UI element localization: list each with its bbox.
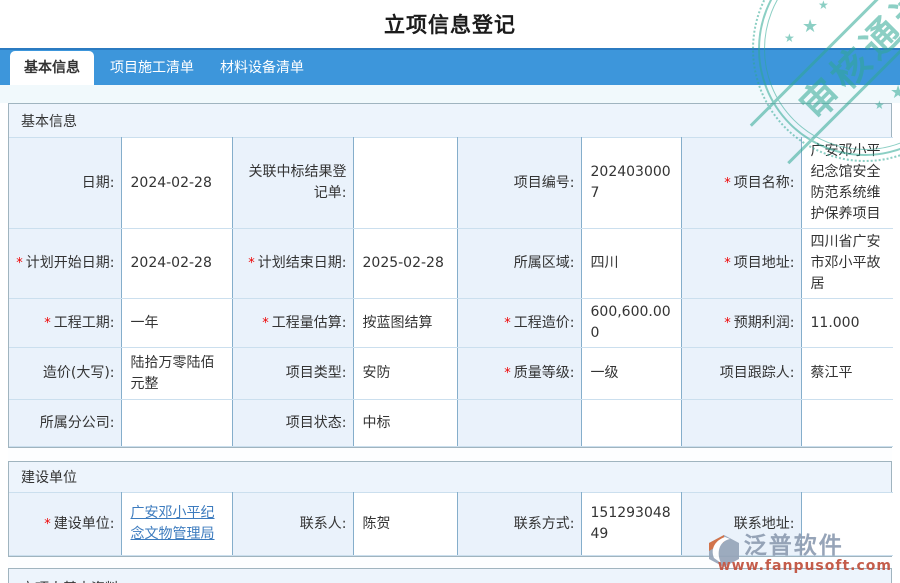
value-empty-1 (580, 399, 682, 447)
value-contact-person: 陈贺 (352, 492, 458, 556)
vendor-name: 泛普软件 (743, 533, 844, 559)
label-project-duration: * 工程工期: (9, 298, 122, 348)
label-date: 日期: (9, 137, 122, 229)
required-asterisk: * (44, 516, 51, 532)
value-project-status: 中标 (352, 399, 458, 447)
table-row: * 建设单位: 广安邓小平纪念文物管理局 联系人: 陈贺 联系方式: 151293… (9, 492, 893, 556)
required-asterisk: * (504, 315, 511, 331)
label-project-name: * 项目名称: (680, 137, 802, 229)
value-plan-end-date: 2025-02-28 (352, 228, 458, 299)
required-asterisk: * (44, 315, 51, 331)
value-project-number: 2024030007 (580, 137, 682, 229)
vendor-website[interactable]: www.fanpusoft.com (717, 558, 892, 574)
value-expected-profit: 11.000 (800, 298, 893, 348)
label-plan-end-date: * 计划结束日期: (231, 228, 354, 299)
section-basic-header: 基本信息 (9, 104, 891, 137)
label-project-type: 项目类型: (231, 347, 354, 400)
tab-basic-info[interactable]: 基本信息 (10, 51, 94, 85)
tab-bar: 基本信息 项目施工清单 材料设备清单 (0, 48, 900, 85)
label-branch-company: 所属分公司: (9, 399, 122, 447)
required-asterisk: * (724, 175, 731, 191)
required-asterisk: * (724, 256, 731, 271)
content-strip (0, 85, 900, 103)
value-project-cost: 600,600.000 (580, 298, 682, 348)
label-construction-unit: * 建设单位: (9, 492, 122, 556)
section-applicant-info: 立项人基本资料 (8, 568, 892, 583)
table-row: 所属分公司: 项目状态: 中标 (9, 399, 893, 447)
title-bar: 立项信息登记 (0, 0, 900, 48)
label-empty-1 (456, 399, 582, 447)
tab-construction-list[interactable]: 项目施工清单 (110, 60, 194, 76)
label-region: 所属区域: (456, 228, 582, 299)
section-applicant-header: 立项人基本资料 (9, 569, 891, 583)
page-title: 立项信息登记 (384, 13, 516, 37)
construction-unit-table: * 建设单位: 广安邓小平纪念文物管理局 联系人: 陈贺 联系方式: 151293… (9, 492, 893, 556)
table-row: 日期: 2024-02-28 关联中标结果登记单: 项目编号: 20240300… (9, 137, 893, 229)
value-project-duration: 一年 (120, 298, 233, 348)
value-project-type: 安防 (352, 347, 458, 400)
label-project-address: * 项目地址: (680, 228, 802, 299)
value-region: 四川 (580, 228, 682, 299)
section-unit-header: 建设单位 (9, 462, 891, 492)
label-project-tracker: 项目跟踪人: (680, 347, 802, 400)
label-empty-2 (680, 399, 802, 447)
value-related-bid-record (352, 137, 458, 229)
basic-info-table: 日期: 2024-02-28 关联中标结果登记单: 项目编号: 20240300… (9, 137, 893, 447)
label-project-number: 项目编号: (456, 137, 582, 229)
required-asterisk: * (262, 315, 269, 331)
label-contact-phone: 联系方式: (456, 492, 582, 556)
label-expected-profit: * 预期利润: (680, 298, 802, 348)
label-plan-start-date: * 计划开始日期: (9, 228, 122, 299)
vendor-logo: 泛普软件 www.fanpusoft.com (706, 534, 892, 574)
label-project-cost: * 工程造价: (456, 298, 582, 348)
value-plan-start-date: 2024-02-28 (120, 228, 233, 299)
fanpu-logo-icon (706, 534, 742, 572)
value-quantity-estimate: 按蓝图结算 (352, 298, 458, 348)
section-basic-info: 基本信息 日期: 2024-02-28 关联中标结果登记单: 项目编号: 202… (8, 103, 893, 448)
required-asterisk: * (504, 366, 511, 381)
content-area: 基本信息 日期: 2024-02-28 关联中标结果登记单: 项目编号: 202… (0, 85, 900, 583)
value-project-tracker: 蔡江平 (800, 347, 893, 400)
label-related-bid-record: 关联中标结果登记单: (231, 137, 354, 229)
value-construction-unit: 广安邓小平纪念文物管理局 (120, 492, 233, 556)
table-row: 造价(大写): 陆拾万零陆佰元整 项目类型: 安防 * 质量等级: 一级 项目跟踪… (9, 347, 893, 400)
required-asterisk: * (248, 256, 255, 271)
label-quality-grade: * 质量等级: (456, 347, 582, 400)
value-contact-phone: 15129304849 (580, 492, 682, 556)
value-branch-company (120, 399, 233, 447)
value-empty-2 (800, 399, 893, 447)
value-date: 2024-02-28 (120, 137, 233, 229)
value-contact-address (800, 492, 893, 556)
required-asterisk: * (724, 315, 731, 331)
label-quantity-estimate: * 工程量估算: (231, 298, 354, 348)
section-gap (8, 448, 892, 461)
value-quality-grade: 一级 (580, 347, 682, 400)
construction-unit-link[interactable]: 广安邓小平纪念文物管理局 (130, 505, 215, 542)
table-row: * 计划开始日期: 2024-02-28 * 计划结束日期: 2025-02-28 … (9, 228, 893, 299)
value-project-address: 四川省广安市邓小平故居 (800, 228, 893, 299)
section-gap (8, 557, 892, 568)
section-construction-unit: 建设单位 * 建设单位: 广安邓小平纪念文物管理局 联系人: 陈贺 联系方式: 1… (8, 461, 893, 557)
value-project-name: 广安邓小平纪念馆安全防范系统维护保养项目 (800, 137, 893, 229)
required-asterisk: * (16, 256, 23, 271)
value-cost-in-words: 陆拾万零陆佰元整 (120, 347, 233, 400)
label-contact-address: 联系地址: (680, 492, 802, 556)
table-row: * 工程工期: 一年 * 工程量估算: 按蓝图结算 * 工程造价: 600,600.0… (9, 298, 893, 348)
label-cost-in-words: 造价(大写): (9, 347, 122, 400)
label-project-status: 项目状态: (231, 399, 354, 447)
label-contact-person: 联系人: (231, 492, 354, 556)
tab-materials-list[interactable]: 材料设备清单 (220, 60, 304, 76)
